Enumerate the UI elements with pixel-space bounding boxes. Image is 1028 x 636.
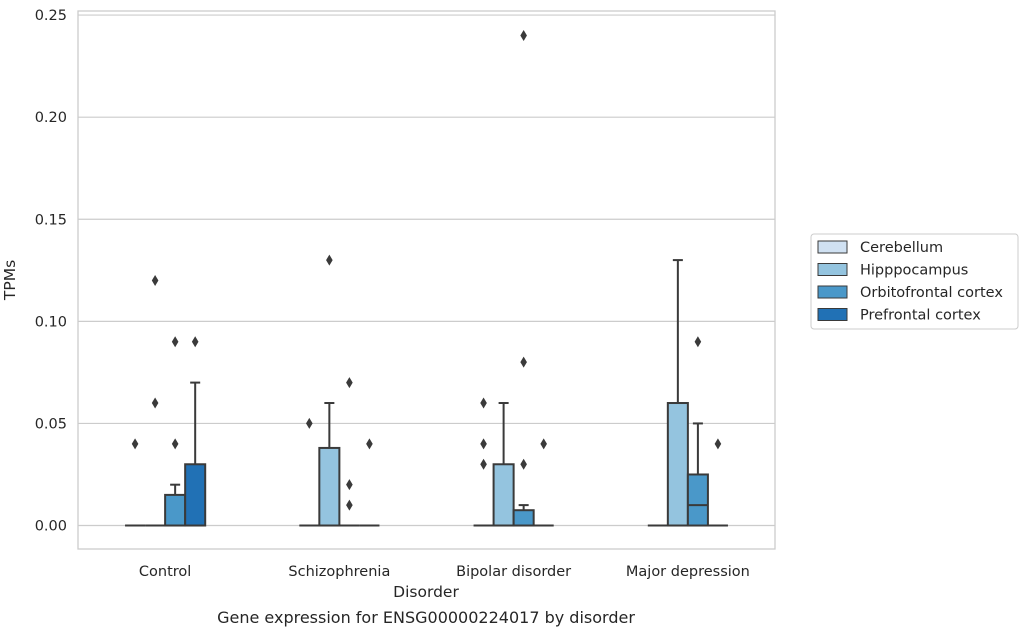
box-mark — [533, 438, 554, 527]
box-mark — [145, 275, 166, 527]
outlier-point — [346, 377, 353, 389]
outlier-point — [520, 458, 527, 470]
y-axis-label: TPMs — [1, 260, 19, 301]
legend-swatch — [817, 308, 848, 321]
box-plot-series — [125, 30, 728, 527]
outlier-point — [306, 417, 313, 429]
outlier-point — [151, 397, 159, 409]
legend: Cerebellum Hipppocampus Orbitofrontal cort… — [810, 233, 1019, 330]
legend-swatch — [817, 263, 848, 276]
outlier-point — [694, 336, 702, 348]
box-body — [184, 463, 207, 527]
legend-label: Prefrontal cortex — [860, 308, 981, 324]
outlier-point — [346, 479, 353, 491]
y-tick-label: 0.15 — [35, 212, 67, 228]
box-mark — [164, 336, 187, 527]
box-mark — [125, 438, 146, 527]
legend-label: Cerebellum — [860, 240, 943, 256]
outlier-point — [520, 356, 527, 368]
outlier-point — [480, 438, 487, 450]
y-tick-label: 0.20 — [35, 110, 67, 126]
y-tick-label: 0.05 — [35, 416, 67, 432]
box-body — [666, 402, 689, 527]
outlier-point — [480, 397, 487, 409]
outlier-point — [326, 254, 333, 266]
legend-label: Orbitofrontal cortex — [860, 285, 1003, 301]
y-tick-label: 0.10 — [35, 314, 67, 330]
x-tick-labels: Control Schizophrenia Bipolar disorder Majo… — [139, 564, 750, 580]
box-mark — [339, 377, 360, 527]
x-tick-label: Bipolar disorder — [456, 564, 571, 580]
outlier-point — [151, 275, 159, 287]
outlier-point — [171, 336, 179, 348]
plot-area-frame — [77, 10, 776, 550]
x-tick-label: Control — [139, 564, 191, 580]
series-hipppocampus — [145, 254, 689, 527]
outlier-point — [131, 438, 139, 450]
box-mark — [359, 438, 380, 527]
box-body — [492, 463, 515, 527]
outlier-point — [540, 438, 547, 450]
figure-caption: Gene expression for ENSG00000224017 by d… — [217, 608, 635, 627]
box-mark — [707, 438, 728, 527]
box-mark — [318, 254, 341, 527]
box-mark — [184, 336, 207, 527]
box-mark — [666, 259, 689, 527]
box-body — [686, 473, 709, 527]
box-mark — [492, 402, 515, 527]
outlier-point — [191, 336, 199, 348]
legend-swatch — [817, 240, 848, 254]
x-axis-label: Disorder — [393, 583, 459, 601]
y-tick-labels: 0.00 0.05 0.10 0.15 0.20 0.25 — [35, 8, 67, 534]
outlier-point — [520, 30, 527, 42]
outlier-point — [480, 458, 487, 470]
box-mark — [473, 397, 494, 527]
x-tick-label: Major depression — [626, 564, 750, 580]
outlier-point — [714, 438, 722, 450]
box-mark — [299, 417, 320, 527]
box-body — [512, 509, 535, 527]
series-prefrontal-cortex — [184, 336, 728, 527]
y-tick-label: 0.00 — [35, 519, 67, 535]
legend-frame — [810, 233, 1019, 330]
series-cerebellum — [125, 397, 668, 527]
box-body — [318, 446, 341, 527]
outlier-point — [366, 438, 373, 450]
legend-swatch — [817, 285, 848, 299]
series-orbitofrontal-cortex — [164, 30, 709, 527]
box-body — [164, 493, 187, 527]
outlier-point — [346, 499, 353, 511]
legend-label: Hipppocampus — [860, 263, 968, 279]
x-tick-label: Schizophrenia — [288, 564, 390, 580]
outlier-point — [171, 438, 179, 450]
box-mark — [686, 336, 709, 527]
y-tick-label: 0.25 — [35, 8, 67, 24]
box-mark — [512, 30, 535, 527]
